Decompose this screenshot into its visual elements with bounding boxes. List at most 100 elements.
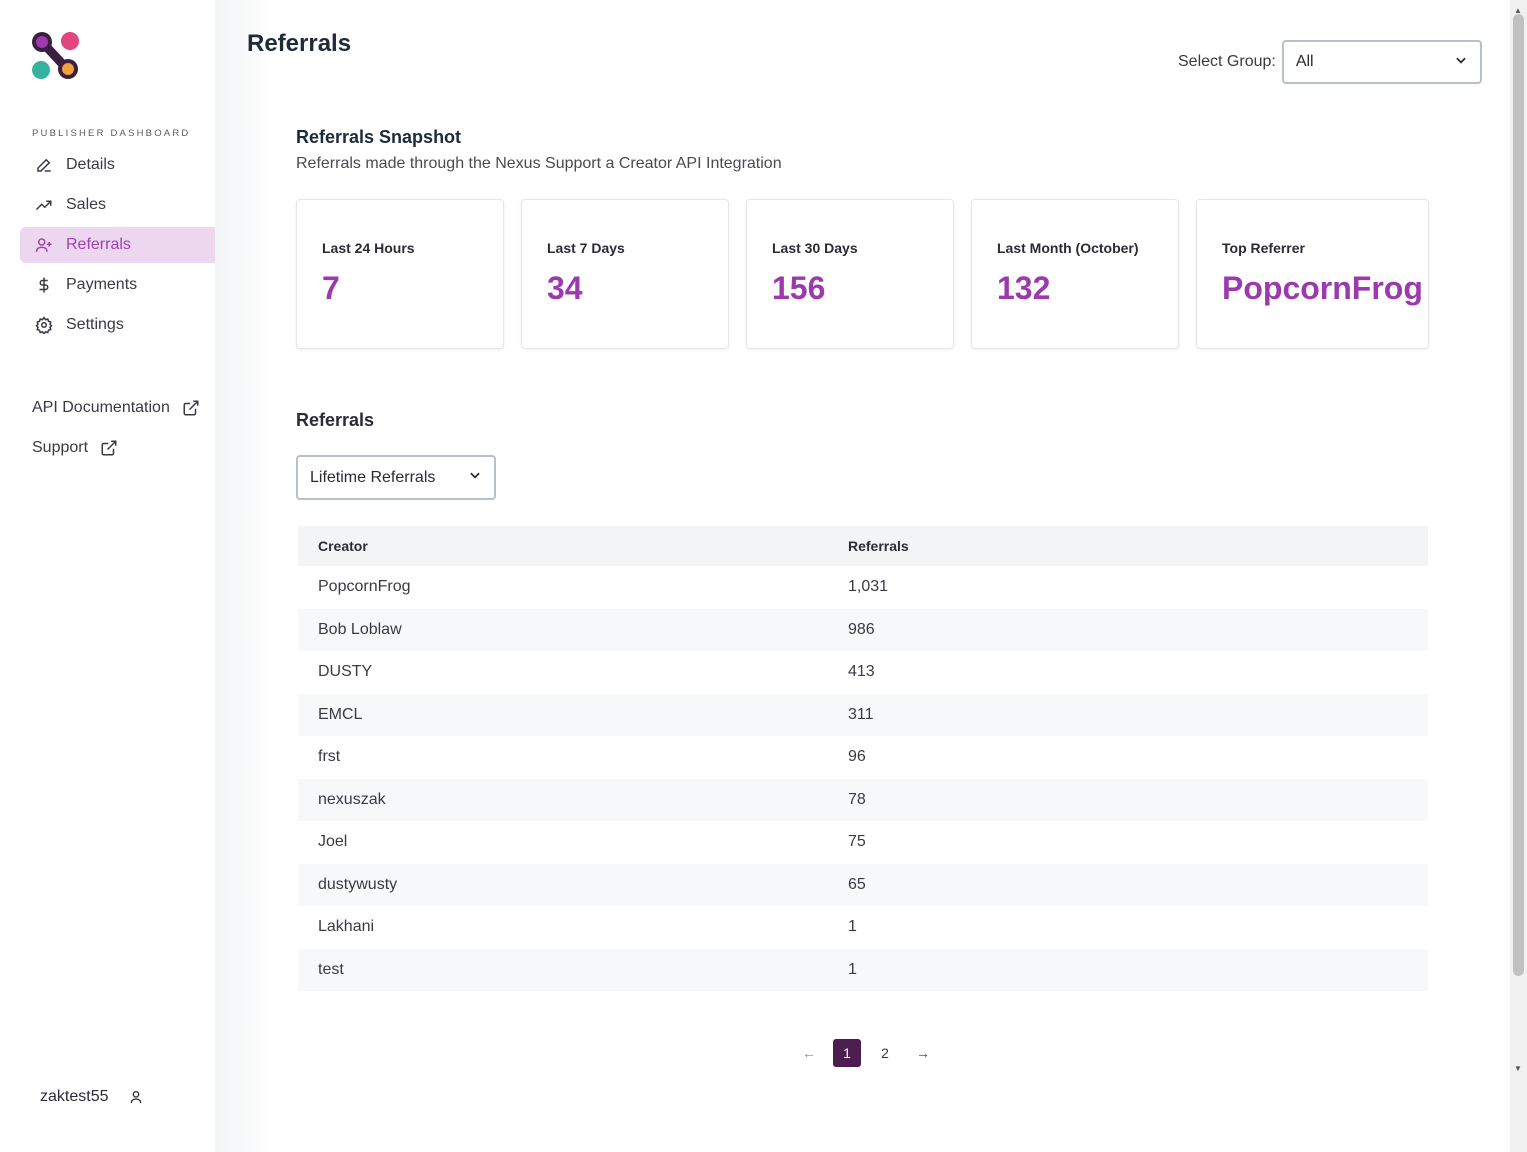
creator-cell: nexuszak (318, 790, 386, 808)
scroll-down-arrow-icon[interactable]: ▼ (1514, 1064, 1522, 1073)
section-label: PUBLISHER DASHBOARD (32, 128, 191, 139)
creator-cell: EMCL (318, 705, 363, 723)
sidebar-item-settings[interactable]: Settings (20, 307, 215, 343)
main-content: Referrals Select Group: All Referrals Sn… (215, 0, 1510, 1152)
group-select[interactable]: All (1281, 40, 1482, 84)
sidebar-nav: Details Sales Referrals Payments Setting… (20, 147, 215, 347)
column-header-creator[interactable]: Creator (318, 538, 368, 554)
creator-cell: Bob Loblaw (318, 620, 402, 638)
page-button-2[interactable]: 2 (881, 1045, 889, 1061)
sidebar-item-label: Payments (66, 276, 138, 293)
sidebar-item-referrals[interactable]: Referrals (20, 227, 215, 263)
dollar-icon (34, 275, 54, 295)
column-header-referrals[interactable]: Referrals (848, 538, 909, 554)
stat-label: Last Month (October) (997, 240, 1139, 256)
table-row: frst 96 (298, 736, 1428, 779)
group-select-value: All (1295, 53, 1314, 70)
table-row: nexuszak 78 (298, 778, 1428, 821)
scrollbar-thumb[interactable] (1513, 14, 1524, 976)
chevron-down-icon (468, 468, 482, 487)
creator-cell: Lakhani (318, 918, 375, 936)
table-row: Bob Loblaw 986 (298, 608, 1428, 651)
snapshot-subtitle: Referrals made through the Nexus Support… (296, 155, 782, 172)
stat-label: Top Referrer (1222, 240, 1305, 256)
referrals-table: Creator Referrals PopcornFrog 1,031 Bob L… (298, 526, 1428, 991)
referrals-cell: 1,031 (848, 578, 889, 596)
page-title: Referrals (247, 30, 352, 57)
sidebar-item-payments[interactable]: Payments (20, 267, 215, 303)
sidebar-item-details[interactable]: Details (20, 147, 215, 183)
referrals-cell: 78 (848, 790, 866, 808)
pencil-icon (34, 155, 54, 175)
table-body: PopcornFrog 1,031 Bob Loblaw 986 DUSTY 413 … (298, 566, 1428, 991)
external-links: API Documentation Support (32, 390, 200, 470)
table-row: dustywusty 65 (298, 863, 1428, 906)
group-select-label: Select Group: (1178, 53, 1276, 70)
referrals-cell: 1 (848, 960, 857, 978)
page-button-1[interactable]: 1 (833, 1039, 861, 1067)
next-page-button[interactable]: → (916, 1045, 930, 1061)
creator-cell: frst (318, 748, 341, 766)
creator-cell: test (318, 960, 344, 978)
snapshot-cards: Last 24 Hours 7 Last 7 Days 34 Last 30 D… (296, 199, 1429, 349)
app-logo[interactable] (30, 30, 82, 82)
referrals-cell: 75 (848, 833, 866, 851)
stat-label: Last 24 Hours (322, 240, 415, 256)
api-documentation-link[interactable]: API Documentation (32, 390, 200, 426)
referrals-section-title: Referrals (296, 410, 375, 430)
support-link[interactable]: Support (32, 430, 200, 466)
creator-cell: dustywusty (318, 875, 398, 893)
stat-value: 156 (772, 270, 826, 306)
gear-icon (34, 315, 54, 335)
group-selector: Select Group: All (1178, 40, 1482, 84)
creator-cell: DUSTY (318, 663, 373, 681)
sidebar-item-label: Sales (66, 196, 107, 213)
username: zaktest55 (40, 1088, 109, 1105)
sidebar: PUBLISHER DASHBOARD Details Sales Referr… (0, 0, 215, 1152)
scroll-up-arrow-icon[interactable]: ▲ (1514, 6, 1522, 15)
stat-value: 132 (997, 270, 1051, 306)
stat-label: Last 7 Days (547, 240, 625, 256)
table-row: test 1 (298, 948, 1428, 991)
stat-card-last-month: Last Month (October) 132 (971, 199, 1179, 349)
referral-period-select[interactable]: Lifetime Referrals (296, 455, 496, 500)
chevron-down-icon (1454, 53, 1468, 72)
vertical-scrollbar[interactable]: ▲ ▼ (1510, 0, 1527, 1152)
sidebar-item-label: Referrals (66, 236, 131, 253)
referrals-cell: 96 (848, 748, 866, 766)
referrals-cell: 413 (848, 663, 875, 681)
referrals-cell: 311 (848, 705, 874, 723)
stat-card-last-24-hours: Last 24 Hours 7 (296, 199, 504, 349)
stat-card-last-30-days: Last 30 Days 156 (746, 199, 954, 349)
sidebar-item-label: Details (66, 156, 115, 173)
referrals-cell: 1 (848, 918, 857, 936)
table-header: Creator Referrals (298, 526, 1428, 566)
table-row: DUSTY 413 (298, 651, 1428, 694)
user-menu[interactable]: zaktest55 (40, 1088, 144, 1106)
snapshot-title: Referrals Snapshot (296, 127, 462, 147)
stat-card-last-7-days: Last 7 Days 34 (521, 199, 729, 349)
creator-cell: Joel (318, 833, 348, 851)
referrals-cell: 65 (848, 875, 866, 893)
table-row: EMCL 311 (298, 693, 1428, 736)
user-icon (128, 1089, 144, 1105)
creator-cell: PopcornFrog (318, 578, 411, 596)
table-row: PopcornFrog 1,031 (298, 566, 1428, 609)
referrals-cell: 986 (848, 620, 875, 638)
stat-value: 34 (547, 270, 583, 306)
stat-card-top-referrer: Top Referrer PopcornFrog (1196, 199, 1429, 349)
sidebar-item-sales[interactable]: Sales (20, 187, 215, 223)
external-link-icon (182, 399, 200, 417)
link-label: API Documentation (32, 399, 170, 416)
sidebar-item-label: Settings (66, 316, 124, 333)
trending-up-icon (34, 195, 54, 215)
stat-value: PopcornFrog (1222, 270, 1423, 306)
referral-period-value: Lifetime Referrals (310, 468, 436, 486)
user-plus-icon (34, 235, 54, 255)
external-link-icon (100, 439, 118, 457)
pagination: ← 1 2 → (795, 1039, 947, 1067)
stat-value: 7 (322, 270, 340, 306)
table-row: Lakhani 1 (298, 906, 1428, 949)
link-label: Support (32, 439, 89, 456)
previous-page-button[interactable]: ← (802, 1045, 816, 1061)
